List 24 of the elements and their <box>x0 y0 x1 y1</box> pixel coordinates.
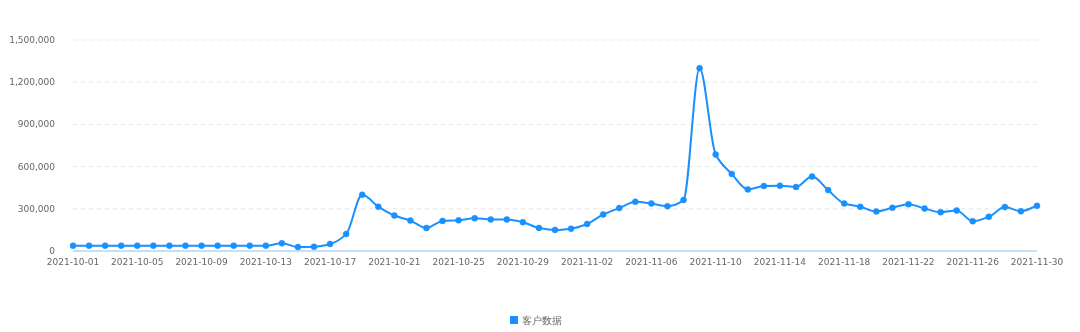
x-tick-label: 2021-10-13 <box>239 257 292 267</box>
legend: 客户数据 <box>510 315 562 326</box>
x-tick-label: 2021-11-22 <box>882 257 935 267</box>
x-tick-label: 2021-11-14 <box>753 257 807 267</box>
x-tick-label: 2021-10-09 <box>175 257 228 267</box>
x-tick-label: 2021-11-26 <box>946 257 1000 267</box>
x-tick-label: 2021-10-01 <box>46 257 100 267</box>
y-tick-label: 1,200,000 <box>9 77 56 88</box>
x-tick-label: 2021-11-18 <box>818 257 871 267</box>
x-tick-label: 2021-11-10 <box>689 257 743 267</box>
x-tick-label: 2021-10-25 <box>432 257 485 267</box>
x-tick-label: 2021-11-02 <box>560 257 614 267</box>
x-tick-label: 2021-10-21 <box>368 257 421 267</box>
x-tick-label: 2021-11-30 <box>1010 257 1064 267</box>
x-tick-label: 2021-11-06 <box>625 257 678 267</box>
y-tick-label: 1,500,000 <box>9 35 56 45</box>
x-tick-label: 2021-10-17 <box>303 257 357 267</box>
x-tick-label: 2021-10-29 <box>496 257 550 267</box>
y-tick-label: 300,000 <box>17 203 56 214</box>
x-tick-label: 2021-10-05 <box>111 257 164 267</box>
y-tick-label: 0 <box>49 246 56 256</box>
legend-label: 客户数据 <box>522 315 562 326</box>
y-tick-label: 600,000 <box>17 161 56 172</box>
y-tick-label: 900,000 <box>17 119 56 130</box>
